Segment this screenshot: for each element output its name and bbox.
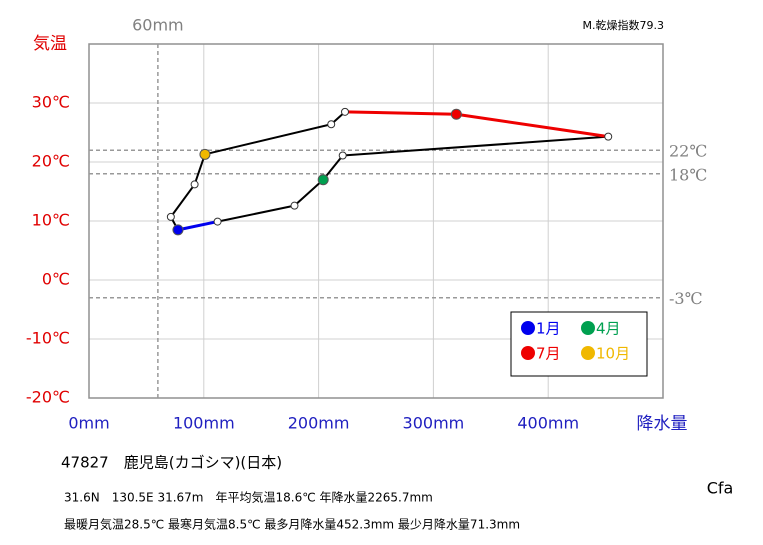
station-name: 47827 鹿児島(カゴシマ)(日本) [61, 454, 282, 472]
y-tick-label: 0℃ [42, 270, 70, 289]
station-stats: 最暖月気温28.5℃ 最寒月気温8.5℃ 最多月降水量452.3mm 最少月降水… [64, 517, 520, 532]
climate-class: Cfa [707, 479, 734, 498]
x-tick-label: 100mm [173, 414, 235, 433]
data-point [199, 148, 211, 160]
reference-label: 60mm [132, 16, 184, 35]
data-point [450, 108, 462, 120]
data-point [190, 180, 199, 189]
data-point [317, 174, 329, 186]
data-point [172, 224, 184, 236]
reference-label: 22℃ [669, 142, 707, 161]
data-point [166, 212, 175, 221]
legend-marker [521, 346, 535, 360]
x-tick-label: 200mm [288, 414, 350, 433]
line-segment [342, 135, 609, 157]
legend-box [510, 311, 648, 377]
reference-label: 18℃ [669, 165, 707, 184]
legend-marker [521, 321, 535, 335]
line-segment [293, 178, 324, 207]
x-tick-label: 0mm [68, 414, 109, 433]
legend-label: 10月 [596, 345, 630, 363]
station-info: 31.6N 130.5E 31.67m 年平均気温18.6℃ 年降水量2265.… [64, 490, 433, 505]
y-tick-label: -10℃ [26, 329, 70, 348]
line-segment [456, 112, 609, 139]
line-segment [177, 220, 218, 232]
data-point [213, 217, 222, 226]
dryness-index: M.乾燥指数79.3 [583, 18, 664, 32]
data-point [338, 151, 347, 160]
y-tick-label: -20℃ [26, 388, 70, 407]
legend-marker [581, 321, 595, 335]
x-tick-label: 300mm [403, 414, 465, 433]
reference-label: -3℃ [669, 289, 702, 308]
line-segment [344, 110, 457, 116]
legend-marker [581, 346, 595, 360]
data-point [327, 120, 336, 129]
legend-label: 4月 [596, 320, 621, 338]
legend-label: 1月 [536, 320, 561, 338]
legend-label: 7月 [536, 345, 561, 363]
data-point [290, 201, 299, 210]
y-axis-label: 気温 [33, 34, 67, 54]
data-point [341, 107, 350, 116]
y-tick-label: 20℃ [32, 152, 70, 171]
line-segment [217, 204, 295, 223]
line-segment [204, 123, 332, 156]
y-tick-label: 30℃ [32, 93, 70, 112]
line-segment [170, 183, 196, 218]
x-tick-label: 400mm [517, 414, 579, 433]
plot-frame [88, 43, 664, 399]
y-tick-label: 10℃ [32, 211, 70, 230]
data-point [604, 132, 613, 141]
x-axis-label: 降水量 [637, 414, 688, 434]
